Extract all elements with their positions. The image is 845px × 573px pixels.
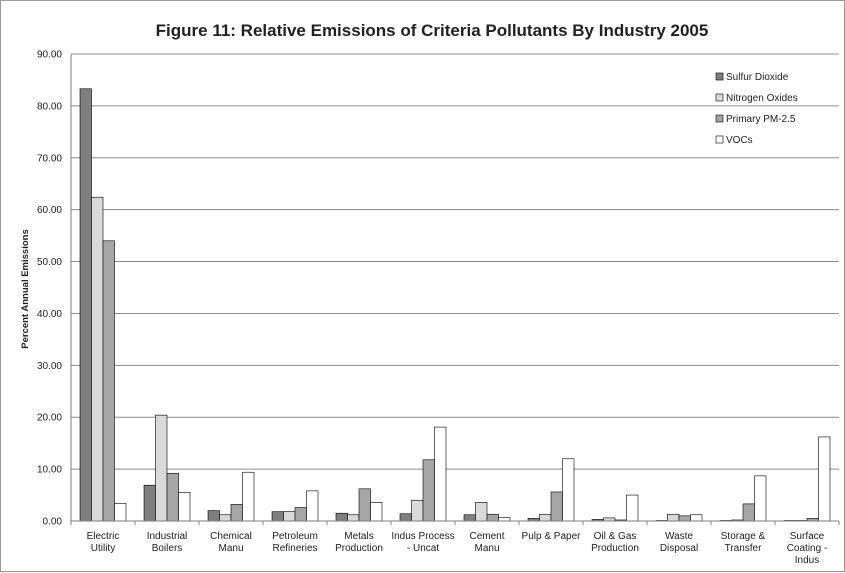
y-tick-label: 80.00	[37, 101, 62, 112]
bar	[283, 511, 296, 522]
y-tick-label: 90.00	[37, 50, 62, 61]
bar	[230, 504, 243, 522]
x-category-label: Chemical	[210, 531, 252, 542]
x-category-label: Manu	[218, 543, 243, 554]
y-tick-label: 50.00	[37, 257, 62, 268]
bar	[667, 513, 680, 522]
legend-label: VOCs	[726, 135, 753, 146]
axes	[70, 54, 840, 525]
bar	[463, 514, 476, 522]
legend-swatch	[715, 135, 724, 144]
y-tick-label: 60.00	[37, 205, 62, 216]
legend-swatch	[715, 114, 724, 123]
y-axis-ticks: 0.00 10.00 20.00 30.00 40.00 50.00 60.00 70.00 8…	[37, 50, 62, 528]
x-category-label: Industrial	[147, 531, 188, 542]
x-category-label: Oil & Gas	[594, 531, 637, 542]
x-category-label: Electric	[87, 531, 120, 542]
bar	[678, 515, 691, 522]
y-tick-label: 30.00	[37, 361, 62, 372]
x-category-label: Pulp & Paper	[522, 531, 582, 542]
bar	[335, 512, 348, 522]
bar	[178, 492, 191, 522]
bar	[370, 502, 383, 522]
x-category-label: Manu	[474, 543, 499, 554]
x-category-label: Transfer	[725, 543, 763, 554]
x-category-label: Coating -	[787, 543, 828, 554]
bar	[399, 513, 412, 522]
bar	[422, 459, 435, 522]
x-category-label: - Uncat	[407, 543, 439, 554]
bar	[207, 510, 220, 522]
x-category-label: Waste	[665, 531, 693, 542]
bar	[347, 514, 360, 522]
bar	[539, 513, 552, 522]
bar	[498, 517, 511, 522]
y-tick-label: 70.00	[37, 153, 62, 164]
legend-swatch	[715, 72, 724, 81]
x-category-label: Refineries	[272, 543, 317, 554]
x-category-label: Production	[591, 543, 639, 554]
x-category-label: Petroleum	[272, 531, 318, 542]
y-axis-label: Percent Annual Emissions	[20, 229, 31, 349]
x-category-label: Boilers	[152, 543, 183, 554]
bar	[143, 484, 156, 522]
x-category-label: Disposal	[660, 543, 698, 554]
y-tick-label: 0.00	[43, 517, 63, 528]
x-category-label: Indus Process	[391, 531, 454, 542]
bar	[358, 488, 371, 522]
x-category-label: Cement	[469, 531, 504, 542]
bar	[754, 475, 767, 522]
chart-title: Figure 11: Relative Emissions of Criteri…	[156, 21, 709, 40]
legend: Sulfur Dioxide Nitrogen Oxides Primary PM-…	[715, 72, 798, 146]
bar	[742, 503, 755, 522]
legend-label: Primary PM-2.5	[726, 114, 796, 125]
bar	[562, 458, 575, 522]
legend-swatch	[715, 93, 724, 102]
y-tick-label: 20.00	[37, 413, 62, 424]
legend-label: Sulfur Dioxide	[726, 72, 789, 83]
x-category-label: Utility	[91, 543, 115, 554]
bar	[114, 503, 127, 522]
legend-label: Nitrogen Oxides	[726, 93, 798, 104]
y-tick-label: 10.00	[37, 465, 62, 476]
bar	[155, 414, 168, 522]
y-tick-label: 40.00	[37, 309, 62, 320]
bar	[91, 196, 104, 522]
bar	[242, 471, 255, 522]
bar	[818, 436, 831, 522]
bar	[102, 240, 115, 522]
x-category-label: Surface	[790, 531, 825, 542]
bar	[550, 491, 563, 522]
x-category-label: Indus	[795, 555, 819, 566]
x-category-label: Storage &	[721, 531, 766, 542]
bar	[626, 494, 639, 522]
bar	[486, 513, 499, 522]
bars	[79, 88, 831, 522]
bar	[690, 514, 703, 522]
bar	[306, 490, 319, 522]
grid-lines	[71, 53, 839, 470]
x-category-label: Production	[335, 543, 383, 554]
bar	[434, 426, 447, 522]
bar	[166, 472, 179, 522]
x-category-label: Metals	[344, 531, 373, 542]
bar	[219, 514, 232, 522]
bar	[475, 502, 488, 522]
bar	[294, 507, 307, 522]
bar	[411, 499, 424, 522]
bar	[79, 88, 92, 522]
bar	[271, 511, 284, 522]
